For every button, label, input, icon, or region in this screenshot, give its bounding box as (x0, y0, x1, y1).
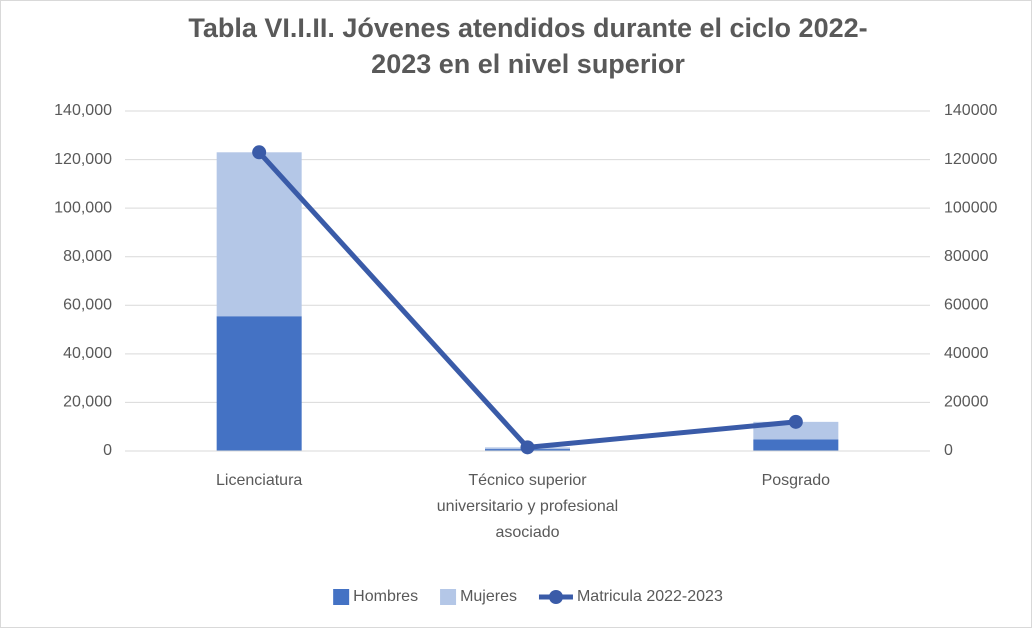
y-tick-label: 40,000 (63, 345, 112, 362)
y-tick-label: 0 (103, 442, 112, 459)
y-tick-label: 60,000 (63, 297, 112, 314)
legend-symbol (333, 589, 350, 605)
y-tick-label: 120,000 (54, 151, 112, 168)
bar (753, 439, 839, 451)
y2-tick-label: 60000 (944, 297, 989, 314)
legend-symbol (548, 590, 563, 604)
x-tick-label: Licenciatura (216, 472, 303, 489)
y2-tick-label: 140000 (944, 102, 997, 119)
y2-tick-label: 120000 (944, 151, 997, 168)
y-tick-label: 100,000 (54, 199, 112, 216)
y-tick-label: 80,000 (63, 248, 112, 265)
legend-label: Mujeres (460, 588, 517, 605)
y2-tick-label: 20000 (944, 394, 989, 411)
line-marker (520, 440, 535, 455)
y2-tick-label: 80000 (944, 248, 989, 265)
x-tick-label: Posgrado (761, 472, 831, 489)
bar (216, 316, 302, 451)
chart-title: 2023 en el nivel superior (371, 49, 685, 79)
y2-tick-label: 40000 (944, 345, 989, 362)
line-marker (252, 145, 267, 160)
legend-label: Hombres (353, 588, 418, 605)
bar (216, 152, 302, 317)
chart-title: Tabla VI.I.II. Jóvenes atendidos durante… (188, 13, 867, 43)
y2-tick-label: 0 (944, 442, 953, 459)
y2-tick-label: 100000 (944, 199, 997, 216)
line-marker (788, 414, 803, 429)
y-tick-label: 140,000 (54, 102, 112, 119)
legend-symbol (440, 589, 457, 605)
y-tick-label: 20,000 (63, 394, 112, 411)
x-tick-label: Técnico superior universitario y profesi… (436, 472, 619, 541)
legend-label: Matricula 2022-2023 (577, 588, 723, 605)
